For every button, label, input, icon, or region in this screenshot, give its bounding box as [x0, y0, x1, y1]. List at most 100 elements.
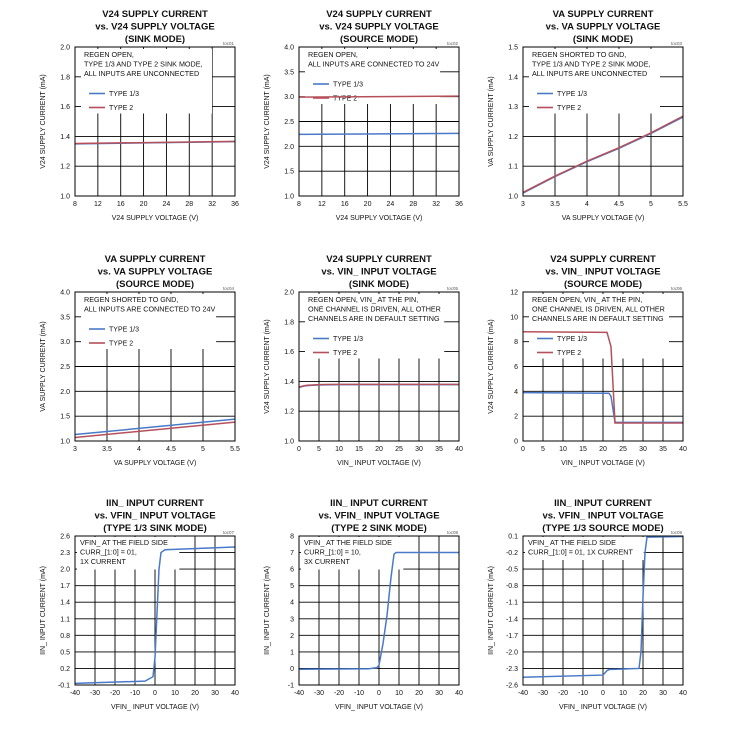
- y-tick-label: 6: [290, 567, 294, 574]
- annotation-text: REGEN OPEN, VIN_ AT THE PIN,: [532, 295, 642, 304]
- chart-title-line: (SINK MODE): [573, 34, 633, 45]
- x-tick-label: 40: [679, 446, 687, 453]
- y-tick-label: 4.0: [60, 290, 70, 297]
- y-tick-label: 0.2: [60, 666, 70, 673]
- annotation-text: REGEN OPEN,: [84, 50, 134, 59]
- x-tick-label: 0: [297, 446, 301, 453]
- annotation-box: [529, 49, 660, 114]
- x-tick-label: 24: [163, 201, 171, 208]
- chart-4: VA SUPPLY CURRENT vs. VA SUPPLY VOLTAGE(S…: [40, 254, 240, 467]
- y-tick-label: 0.8: [60, 633, 70, 640]
- y-tick-label: 2.0: [60, 389, 70, 396]
- chart-9: IIN_ INPUT CURRENT vs. VFIN_ INPUT VOLTAG…: [488, 498, 687, 711]
- y-tick-label: 2.0: [60, 567, 70, 574]
- chart-6: V24 SUPPLY CURRENT vs. VIN_ INPUT VOLTAGE…: [488, 254, 687, 467]
- annotation-box: [529, 294, 669, 359]
- series-line: [74, 546, 236, 685]
- x-tick-label: 32: [432, 201, 440, 208]
- y-axis-label: V24 SUPPLY CURRENT (mA): [264, 74, 271, 169]
- y-tick-label: 0: [514, 439, 518, 446]
- x-tick-label: 36: [455, 201, 463, 208]
- plot-frame: [74, 291, 236, 442]
- plot-frame: [298, 46, 460, 197]
- x-tick-label: 3: [521, 201, 525, 208]
- figure-tag: toc09: [671, 530, 683, 535]
- chart-title-line: vs. V24 SUPPLY VOLTAGE: [95, 22, 215, 33]
- x-tick-label: 20: [375, 446, 383, 453]
- legend-label: TYPE 1/3: [109, 91, 139, 98]
- annotation-text: ALL INPUTS ARE UNCONNECTED: [84, 69, 199, 78]
- series-line: [522, 115, 684, 194]
- x-tick-label: -20: [110, 690, 120, 697]
- chart-title-line: VA SUPPLY CURRENT: [553, 9, 654, 20]
- figure-tag: toc08: [447, 530, 459, 535]
- x-tick-label: 10: [559, 446, 567, 453]
- chart-title-line: vs. VFIN_ INPUT VOLTAGE: [94, 511, 215, 522]
- y-tick-label: 2.5: [284, 119, 294, 126]
- y-tick-label: 8: [290, 534, 294, 541]
- y-tick-label: 1.6: [284, 349, 294, 356]
- x-tick-label: 30: [211, 690, 219, 697]
- y-tick-label: -2.0: [506, 649, 518, 656]
- y-tick-label: 8: [514, 339, 518, 346]
- y-tick-label: -2.6: [506, 683, 518, 690]
- series-line: [298, 95, 460, 98]
- y-tick-label: 1.0: [508, 194, 518, 201]
- x-tick-label: 0: [153, 690, 157, 697]
- figure-tag: toc05: [447, 286, 459, 291]
- annotation-text: VFIN_ AT THE FIELD SIDE: [80, 538, 168, 547]
- annotation-text: REGEN SHORTED TO GND,: [532, 50, 626, 59]
- y-tick-label: 4: [514, 389, 518, 396]
- y-tick-label: 2.0: [284, 144, 294, 151]
- chart-8: IIN_ INPUT CURRENT vs. VFIN_ INPUT VOLTAG…: [264, 498, 463, 711]
- x-tick-label: 24: [387, 201, 395, 208]
- y-tick-label: 1.0: [284, 439, 294, 446]
- annotation-box: [81, 294, 217, 349]
- y-axis-label: V24 SUPPLY CURRENT (mA): [488, 319, 495, 414]
- x-tick-label: 30: [659, 690, 667, 697]
- chart-title-line: IIN_ INPUT CURRENT: [330, 498, 428, 509]
- plot-frame: [522, 291, 684, 442]
- y-axis-label: VA SUPPLY CURRENT (mA): [40, 321, 47, 412]
- x-tick-label: 10: [619, 690, 627, 697]
- x-tick-label: 32: [208, 201, 216, 208]
- y-tick-label: 1.8: [60, 74, 70, 81]
- x-tick-label: 12: [94, 201, 102, 208]
- y-tick-label: 4.0: [284, 45, 294, 52]
- annotation-text: ONE CHANNEL IS DRIVEN, ALL OTHER: [532, 305, 665, 314]
- x-tick-label: 10: [171, 690, 179, 697]
- chart-1: V24 SUPPLY CURRENT vs. V24 SUPPLY VOLTAGE…: [40, 9, 239, 222]
- x-tick-label: 35: [435, 446, 443, 453]
- y-tick-label: 1.6: [60, 104, 70, 111]
- y-tick-label: 3.5: [284, 69, 294, 76]
- y-tick-label: 5: [290, 583, 294, 590]
- x-tick-label: 25: [619, 446, 627, 453]
- chart-title-line: V24 SUPPLY CURRENT: [326, 254, 432, 265]
- chart-title-line: vs. VA SUPPLY VOLTAGE: [98, 267, 213, 278]
- annotation-box: [81, 49, 212, 114]
- y-tick-label: 1.4: [60, 600, 70, 607]
- x-axis-label: VFIN_ INPUT VOLTAGE (V): [335, 704, 423, 711]
- y-tick-label: 7: [290, 550, 294, 557]
- annotation-text: CURR_[1:0] = 10,: [304, 548, 361, 557]
- x-axis-label: V24 SUPPLY VOLTAGE (V): [112, 215, 199, 222]
- x-tick-label: -10: [578, 690, 588, 697]
- x-tick-label: -10: [354, 690, 364, 697]
- annotation-text: VFIN_ AT THE FIELD SIDE: [528, 538, 616, 547]
- y-tick-label: 2.0: [284, 290, 294, 297]
- x-tick-label: 4: [137, 446, 141, 453]
- chart-title-line: V24 SUPPLY CURRENT: [550, 254, 656, 265]
- x-tick-label: 40: [455, 446, 463, 453]
- annotation-text: REGEN OPEN, VIN_ AT THE PIN,: [308, 295, 418, 304]
- x-tick-label: 0: [377, 690, 381, 697]
- annotation-text: REGEN OPEN,: [308, 50, 358, 59]
- chart-title-line: (TYPE 1/3 SOURCE MODE): [542, 523, 663, 534]
- x-axis-label: VFIN_ INPUT VOLTAGE (V): [559, 704, 647, 711]
- series-line: [522, 535, 684, 679]
- annotation-text: ALL INPUTS ARE CONNECTED TO 24V: [84, 305, 215, 314]
- x-tick-label: 12: [318, 201, 326, 208]
- y-tick-label: 3.0: [284, 94, 294, 101]
- figure-tag: toc03: [671, 41, 683, 46]
- x-tick-label: 3: [73, 446, 77, 453]
- x-tick-label: -10: [130, 690, 140, 697]
